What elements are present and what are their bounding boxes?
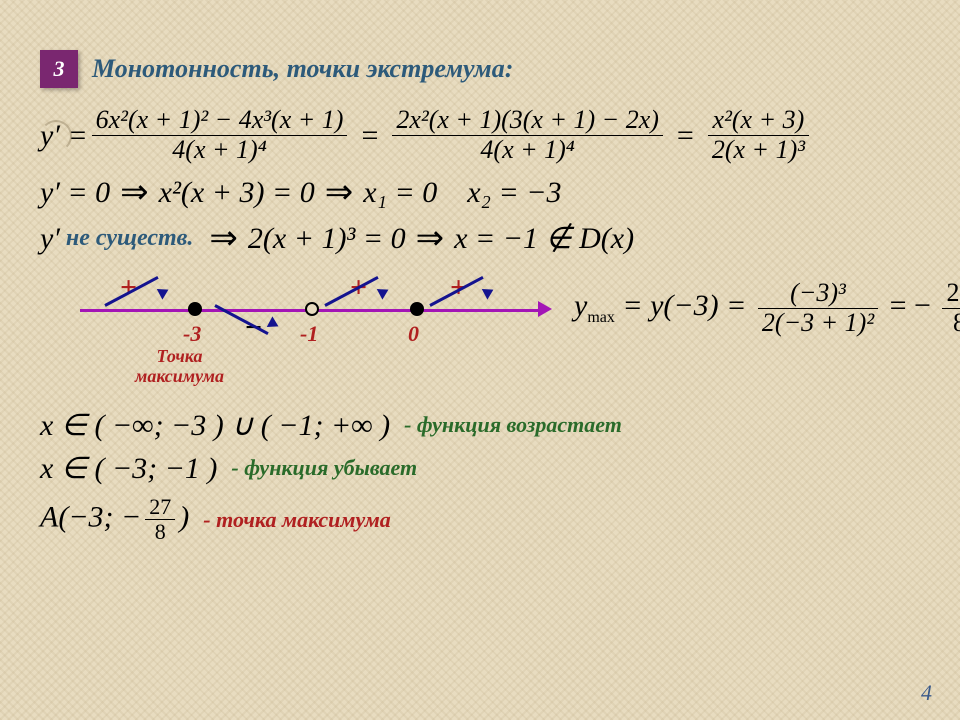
- ymax-fraction: (−3)³ 2(−3 + 1)²: [758, 279, 878, 337]
- ymax-result-frac: 27 8: [942, 279, 960, 337]
- derivative-step2: 2x²(x + 1)(3(x + 1) − 2x) 4(x + 1)⁴: [392, 106, 663, 164]
- derivative-expression: y′ = 6x²(x + 1)² − 4x³(x + 1) 4(x + 1)⁴ …: [40, 106, 920, 164]
- increasing-set: x ∈ ( −∞; −3 ) ∪ ( −1; +∞ ): [40, 409, 390, 442]
- equals: = −: [890, 289, 931, 322]
- page-number: 4: [921, 680, 932, 706]
- root-x1: x₁ = 0: [363, 176, 437, 209]
- implies-icon: ⇒: [209, 220, 238, 257]
- label-neg1: -1: [300, 321, 318, 347]
- denom-zero-eq: 2(x + 1)³ = 0: [248, 222, 406, 255]
- increasing-text: - функция возрастает: [404, 413, 622, 437]
- point-zero: [410, 302, 424, 316]
- step2-denominator: 4(x + 1)⁴: [476, 136, 578, 165]
- factored-eq: x²(x + 3) = 0: [159, 176, 315, 209]
- decorative-swirl-icon: [40, 120, 72, 152]
- ymax-computation: ymax = y(−3) = (−3)³ 2(−3 + 1)² = − 27 8: [574, 279, 960, 337]
- label-neg3: -3: [183, 321, 201, 347]
- not-exists-row: y′ не существ. ⇒ 2(x + 1)³ = 0 ⇒ x = −1 …: [40, 220, 920, 257]
- maximum-point-label: Точкамаксимума: [135, 347, 224, 387]
- not-exists-text: не существ.: [66, 225, 194, 251]
- ymax-denominator: 2(−3 + 1)²: [758, 309, 878, 338]
- trend-up-arrow-icon: [325, 304, 385, 334]
- section-number-badge: 3: [40, 50, 78, 88]
- sign-number-line: + − + + -3 -1 0 Точкамаксимума: [80, 269, 560, 389]
- excluded-point: x = −1 ∉ D(x): [454, 222, 634, 255]
- max-point-text: - точка максимума: [203, 508, 390, 532]
- implies-icon: ⇒: [120, 174, 149, 211]
- equals-1: =: [361, 119, 378, 152]
- decreasing-set: x ∈ ( −3; −1 ): [40, 452, 217, 485]
- axis-arrow-icon: [538, 301, 552, 317]
- label-zero: 0: [408, 321, 419, 347]
- ymax-numerator: (−3)³: [786, 279, 850, 308]
- step2-numerator: 2x²(x + 1)(3(x + 1) − 2x): [392, 106, 663, 135]
- derivative-step3: x²(x + 3) 2(x + 1)³: [708, 106, 809, 164]
- point-neg1-open: [305, 302, 319, 316]
- trend-up-arrow-icon: [105, 304, 165, 334]
- yprime-symbol: y′: [40, 222, 60, 255]
- critical-equation-row: y′ = 0 ⇒ x²(x + 3) = 0 ⇒ x₁ = 0 x₂ = −3: [40, 174, 920, 211]
- step1-numerator: 6x²(x + 1)² − 4x³(x + 1): [92, 106, 348, 135]
- decreasing-text: - функция убывает: [231, 456, 417, 480]
- trend-up-arrow-icon: [430, 304, 490, 334]
- equals-2: =: [677, 119, 694, 152]
- max-point-coords: A(−3; −278): [40, 495, 189, 544]
- yprime-zero: y′ = 0: [40, 176, 110, 209]
- root-x2: x₂ = −3: [467, 176, 561, 209]
- ymax-label: ymax = y(−3) =: [574, 289, 746, 322]
- step1-denominator: 4(x + 1)⁴: [168, 136, 270, 165]
- header: 3 Монотонность, точки экстремума:: [40, 50, 920, 88]
- step3-numerator: x²(x + 3): [709, 106, 809, 135]
- result-num: 27: [942, 279, 960, 308]
- derivative-step1: 6x²(x + 1)² − 4x³(x + 1) 4(x + 1)⁴: [92, 106, 348, 164]
- slide-content: 3 Монотонность, точки экстремума: y′ = 6…: [0, 0, 960, 720]
- trend-down-arrow-icon: [215, 304, 275, 334]
- implies-icon: ⇒: [416, 220, 445, 257]
- increasing-interval-row: x ∈ ( −∞; −3 ) ∪ ( −1; +∞ ) - функция во…: [40, 409, 920, 442]
- implies-icon: ⇒: [325, 174, 354, 211]
- section-title: Монотонность, точки экстремума:: [92, 54, 513, 84]
- step3-denominator: 2(x + 1)³: [708, 136, 809, 165]
- result-den: 8: [949, 309, 960, 338]
- point-neg3: [188, 302, 202, 316]
- decreasing-interval-row: x ∈ ( −3; −1 ) - функция убывает: [40, 452, 920, 485]
- max-point-row: A(−3; −278) - точка максимума: [40, 495, 920, 544]
